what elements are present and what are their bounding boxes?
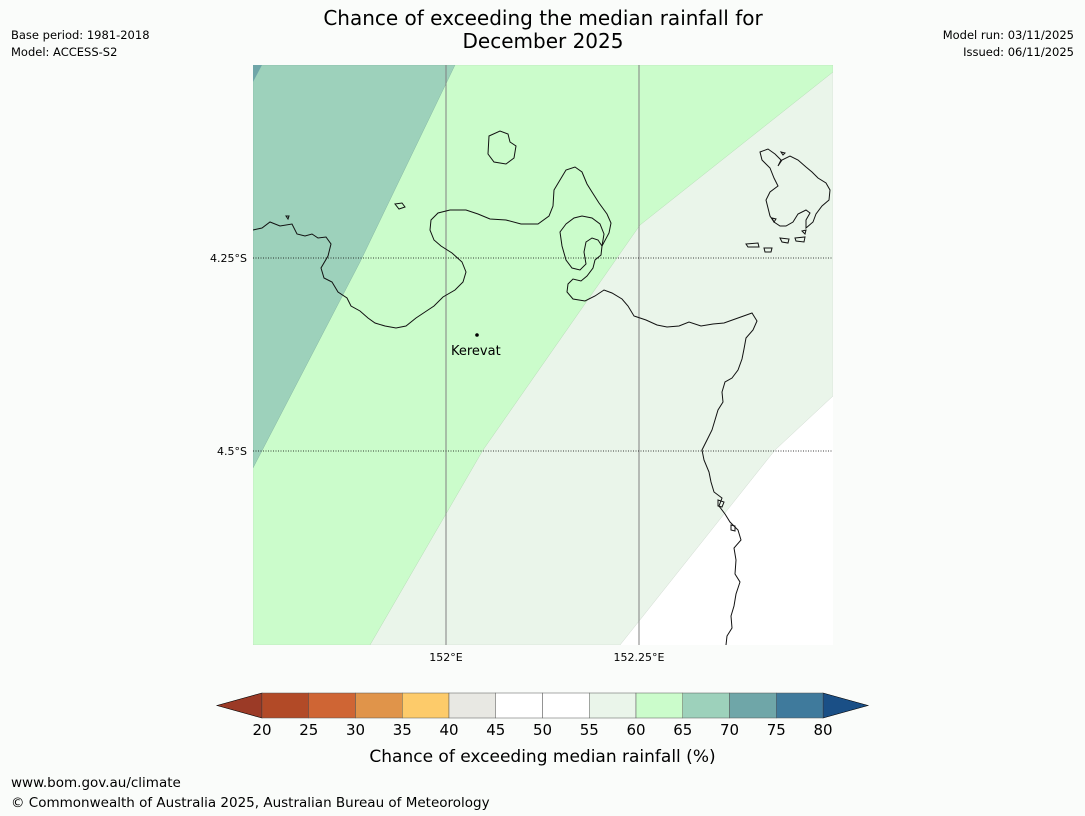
footer-url[interactable]: www.bom.gov.au/climate	[11, 775, 181, 791]
lat-label-4-25: 4.25°S	[210, 252, 247, 265]
meta-right: Model run: 03/11/2025 Issued: 06/11/2025	[943, 27, 1074, 61]
colorbar-tick-45: 45	[486, 721, 505, 739]
colorbar-tick-30: 30	[346, 721, 365, 739]
colorbar-tick-70: 70	[720, 721, 739, 739]
colorbar-tick-60: 60	[626, 721, 645, 739]
issued-date: Issued: 06/11/2025	[963, 45, 1074, 59]
colorbar-swatch-75-80	[776, 692, 824, 719]
title-line-1: Chance of exceeding the median rainfall …	[323, 6, 763, 30]
title-line-2: December 2025	[462, 29, 624, 53]
colorbar-swatch-70-75	[729, 692, 777, 719]
colorbar-under-arrow	[215, 692, 263, 719]
colorbar-tick-65: 65	[673, 721, 692, 739]
colorbar-swatch-40-45	[448, 692, 496, 719]
colorbar-tick-35: 35	[393, 721, 412, 739]
model-run: Model run: 03/11/2025	[942, 28, 1074, 42]
colorbar-tick-50: 50	[533, 721, 552, 739]
coastline	[253, 130, 831, 645]
colorbar-swatch-35-40	[402, 692, 450, 719]
region-60-65	[253, 65, 833, 645]
base-period: Base period: 1981-2018	[11, 28, 150, 42]
colorbar-swatch-20-25	[261, 692, 309, 719]
lon-label-152-25: 152.25°E	[614, 651, 665, 664]
meta-left: Base period: 1981-2018 Model: ACCESS-S2	[11, 27, 150, 61]
region-70-75	[253, 65, 262, 82]
colorbar-tick-80: 80	[813, 721, 832, 739]
colorbar-swatch-50-55	[542, 692, 590, 719]
model-name: Model: ACCESS-S2	[11, 45, 118, 59]
colorbar-swatch-25-30	[308, 692, 356, 719]
colorbar-tick-55: 55	[580, 721, 599, 739]
colorbar-swatch-65-70	[682, 692, 730, 719]
colorbar-swatch-45-50	[495, 692, 543, 719]
lon-label-152: 152°E	[429, 651, 462, 664]
colorbar-tick-25: 25	[299, 721, 318, 739]
lat-label-4-5: 4.5°S	[217, 445, 247, 458]
colorbar-swatch-30-35	[355, 692, 403, 719]
colorbar-swatch-55-60	[589, 692, 637, 719]
colorbar-tick-40: 40	[439, 721, 458, 739]
colorbar-label: Chance of exceeding median rainfall (%)	[369, 747, 715, 767]
colorbar-tick-20: 20	[252, 721, 271, 739]
map-area[interactable]: Kerevat	[253, 65, 833, 645]
colorbar-over-arrow	[822, 692, 870, 719]
chart-title: Chance of exceeding the median rainfall …	[240, 7, 846, 53]
colorbar-tick-75: 75	[767, 721, 786, 739]
kerevat-marker	[475, 333, 479, 337]
colorbar: 20 25 30 35 40 45 50 55 60 65 70 75 80 Chance of exc…	[215, 692, 870, 767]
region-65-70	[253, 65, 456, 469]
colorbar-swatch-60-65	[635, 692, 683, 719]
place-label-kerevat: Kerevat	[451, 344, 501, 359]
footer-copyright: © Commonwealth of Australia 2025, Austra…	[11, 795, 490, 811]
